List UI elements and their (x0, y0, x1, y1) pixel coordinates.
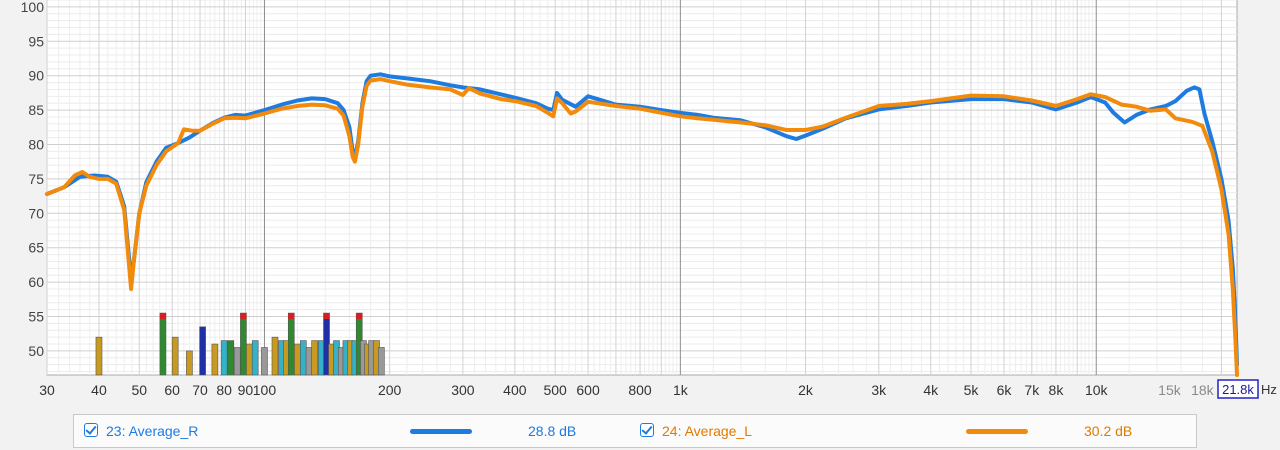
x-tick-label: 3k (871, 382, 887, 398)
x-tick-label: 30 (39, 382, 55, 398)
x-tick-label: 4k (923, 382, 939, 398)
x-tick-label: 500 (543, 382, 567, 398)
y-tick-label: 55 (28, 309, 44, 325)
x-tick-label: 50 (131, 382, 147, 398)
distortion-bar (300, 340, 307, 376)
x-tick-label: 60 (164, 382, 180, 398)
y-tick-label: 90 (28, 68, 44, 84)
x-tick-label: 600 (576, 382, 600, 398)
y-tick-label: 95 (28, 33, 44, 49)
cursor-frequency-box[interactable] (1217, 379, 1259, 399)
plot-area[interactable] (46, 0, 1238, 376)
x-tick-label: 200 (378, 382, 402, 398)
distortion-bar (305, 347, 313, 376)
legend-series-name: 23: Average_R (106, 423, 199, 439)
x-tick-label: 100 (253, 382, 277, 398)
x-tick-label: 15k (1158, 382, 1182, 398)
x-tick-label: 2k (798, 382, 814, 398)
legend-series-name: 24: Average_L (662, 423, 753, 439)
x-tick-label: 300 (451, 382, 475, 398)
y-tick-label: 80 (28, 136, 44, 152)
series-line-average-l (45, 77, 1239, 377)
distortion-bar (240, 312, 247, 376)
distortion-bar-peak (288, 313, 295, 320)
legend-item-average-r[interactable]: 23: Average_R 28.8 dB (82, 415, 622, 447)
y-tick-label: 65 (28, 240, 44, 256)
x-tick-label: 8k (1049, 382, 1065, 398)
checkbox-checked-icon[interactable] (84, 423, 98, 437)
distortion-bar (233, 347, 241, 376)
minor-grid (46, 0, 1237, 375)
distortion-bar (271, 336, 279, 376)
x-tick-label: 800 (628, 382, 652, 398)
response-curves (45, 72, 1239, 377)
distortion-bar (261, 347, 268, 376)
x-tick-label: 6k (997, 382, 1013, 398)
x-tick-label: 18k (1191, 382, 1215, 398)
y-axis-labels: 50 55 60 65 70 75 80 85 90 95 100 (21, 0, 45, 359)
distortion-bar (311, 340, 318, 376)
distortion-bar (186, 350, 193, 376)
cursor-frequency-label: 21.8k (1222, 382, 1254, 397)
x-tick-label: 1k (673, 382, 689, 398)
x-tick-label: 70 (192, 382, 208, 398)
legend-item-average-l[interactable]: 24: Average_L 30.2 dB (638, 415, 1178, 447)
distortion-bar-peak (356, 313, 363, 320)
x-tick-label: 5k (964, 382, 980, 398)
x-tick-label: 80 (216, 382, 232, 398)
distortion-bar (251, 340, 259, 376)
distortion-bar (227, 340, 235, 376)
y-tick-label: 50 (28, 343, 44, 359)
legend-line-swatch (966, 429, 1028, 434)
distortion-bar (220, 340, 228, 376)
distortion-bar-peak (159, 313, 166, 320)
x-axis-labels: 30 40 50 60 70 80 90 100 200 300 400 500 600 800 1k 2k 3… (39, 382, 1214, 398)
distortion-bar (294, 343, 301, 376)
checkbox-checked-icon[interactable] (640, 423, 654, 437)
x-tick-label: 400 (503, 382, 527, 398)
y-tick-label: 85 (28, 102, 44, 118)
legend-series-value: 28.8 dB (528, 423, 577, 439)
x-unit-label: Hz (1261, 382, 1277, 397)
distortion-bar (287, 312, 295, 376)
y-tick-label: 60 (28, 274, 44, 290)
distortion-bar-peak (240, 313, 247, 320)
distortion-bars (95, 312, 385, 376)
x-tick-label: 7k (1024, 382, 1040, 398)
y-tick-label: 75 (28, 171, 44, 187)
distortion-bar-peak (323, 313, 330, 320)
distortion-bar (199, 326, 206, 376)
x-tick-label: 40 (91, 382, 107, 398)
legend-panel: 23: Average_R 28.8 dB 24: Average_L 30.2… (73, 414, 1197, 448)
distortion-bar (378, 347, 385, 376)
distortion-bar (159, 312, 167, 376)
distortion-bar (211, 343, 219, 376)
distortion-bar (171, 336, 179, 376)
legend-series-value: 30.2 dB (1084, 423, 1133, 439)
x-tick-label: 90 (238, 382, 254, 398)
legend-line-swatch (410, 429, 472, 434)
y-tick-label: 70 (28, 205, 44, 221)
y-tick-label: 100 (21, 0, 45, 15)
distortion-bar (246, 343, 253, 376)
x-tick-label: 10k (1085, 382, 1109, 398)
series-line-average-r (45, 72, 1239, 367)
distortion-bar (95, 336, 103, 376)
